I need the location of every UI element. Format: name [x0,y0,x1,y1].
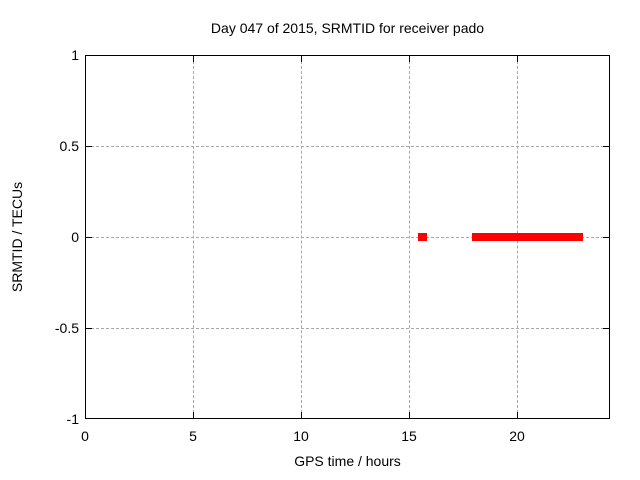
y-tick-mark [86,146,92,147]
x-tick-label: 20 [509,428,525,444]
y-tick-label: -0.5 [54,320,79,336]
y-tick-label: 0 [71,229,79,245]
x-tick-mark [301,412,302,418]
data-segment [471,233,583,241]
x-axis-title: GPS time / hours [294,453,401,469]
x-tick-mark [517,412,518,418]
y-gridline [86,146,609,147]
x-tick-mark [409,412,410,418]
y-tick-mark [86,237,92,238]
x-tick-mark [517,56,518,62]
y-tick-mark [603,237,609,238]
chart-title: Day 047 of 2015, SRMTID for receiver pad… [210,20,485,36]
y-tick-mark [603,146,609,147]
x-tick-mark [301,56,302,62]
x-tick-mark [409,56,410,62]
y-tick-mark [603,328,609,329]
x-tick-label: 5 [189,428,197,444]
x-tick-label: 15 [401,428,417,444]
data-segment [417,233,428,241]
x-tick-mark [193,412,194,418]
x-tick-mark [193,56,194,62]
y-axis-title: SRMTID / TECUs [9,181,26,293]
x-tick-label: 10 [293,428,309,444]
y-gridline [86,328,609,329]
y-tick-label: -1 [66,411,79,427]
y-tick-label: 0.5 [59,138,79,154]
y-gridline [86,237,609,238]
x-tick-label: 0 [81,428,89,444]
y-tick-mark [86,328,92,329]
y-tick-label: 1 [71,47,79,63]
